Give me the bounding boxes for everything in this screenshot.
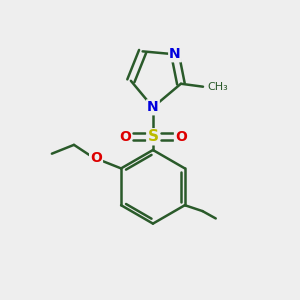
- Text: N: N: [147, 100, 159, 114]
- Text: N: N: [169, 47, 181, 61]
- Text: O: O: [119, 130, 131, 144]
- Text: O: O: [175, 130, 187, 144]
- Text: S: S: [147, 129, 158, 144]
- Text: O: O: [90, 151, 102, 165]
- Text: CH₃: CH₃: [207, 82, 228, 92]
